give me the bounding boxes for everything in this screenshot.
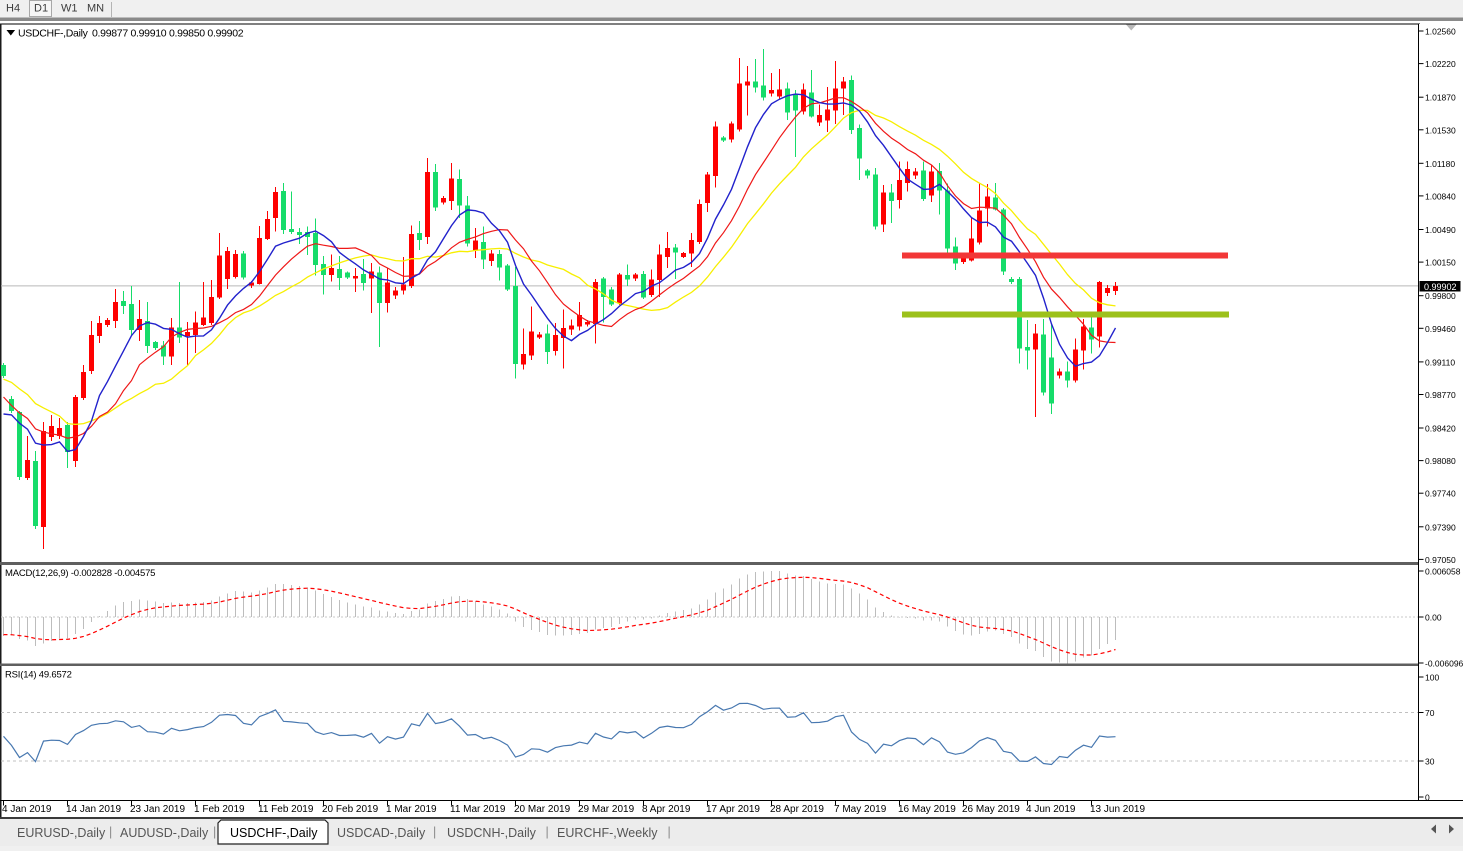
- svg-text:1.00490: 1.00490: [1425, 225, 1456, 235]
- svg-text:20 Feb 2019: 20 Feb 2019: [322, 804, 379, 815]
- svg-text:EURCHF-,Weekly: EURCHF-,Weekly: [557, 826, 658, 840]
- svg-text:20 Mar 2019: 20 Mar 2019: [514, 804, 571, 815]
- svg-text:USDCHF-,Daily: USDCHF-,Daily: [18, 28, 89, 40]
- svg-text:0.99902: 0.99902: [1424, 282, 1457, 292]
- svg-text:13 Jun 2019: 13 Jun 2019: [1090, 804, 1145, 815]
- svg-text:1.01870: 1.01870: [1425, 93, 1456, 103]
- svg-text:USDCNH-,Daily: USDCNH-,Daily: [447, 826, 537, 840]
- svg-text:14 Jan 2019: 14 Jan 2019: [66, 804, 121, 815]
- svg-text:|: |: [433, 825, 436, 839]
- svg-text:|: |: [109, 825, 112, 839]
- svg-text:-0.006096: -0.006096: [1425, 659, 1463, 669]
- svg-text:0.99877 0.99910 0.99850 0.9990: 0.99877 0.99910 0.99850 0.99902: [92, 28, 244, 40]
- svg-text:EURUSD-,Daily: EURUSD-,Daily: [17, 826, 106, 840]
- svg-text:16 May 2019: 16 May 2019: [898, 804, 956, 815]
- svg-text:0.97740: 0.97740: [1425, 489, 1456, 499]
- svg-text:|: |: [213, 825, 216, 839]
- svg-text:0.97390: 0.97390: [1425, 522, 1456, 532]
- svg-text:1.01530: 1.01530: [1425, 125, 1456, 135]
- svg-text:1.00150: 1.00150: [1425, 258, 1456, 268]
- svg-text:26 May 2019: 26 May 2019: [962, 804, 1020, 815]
- svg-text:0.99460: 0.99460: [1425, 324, 1456, 334]
- svg-text:1.01180: 1.01180: [1425, 159, 1455, 169]
- svg-text:|: |: [668, 825, 671, 839]
- svg-text:MACD(12,26,9) -0.002828 -0.004: MACD(12,26,9) -0.002828 -0.004575: [5, 568, 155, 579]
- svg-text:0.99800: 0.99800: [1425, 291, 1456, 301]
- svg-text:1 Mar 2019: 1 Mar 2019: [386, 804, 437, 815]
- svg-text:0.98770: 0.98770: [1425, 390, 1456, 400]
- svg-text:RSI(14) 49.6572: RSI(14) 49.6572: [5, 670, 72, 681]
- svg-text:0.98420: 0.98420: [1425, 424, 1456, 434]
- svg-text:0.97050: 0.97050: [1425, 555, 1456, 565]
- svg-text:H4: H4: [6, 3, 20, 15]
- svg-text:USDCAD-,Daily: USDCAD-,Daily: [337, 826, 426, 840]
- svg-text:7 May 2019: 7 May 2019: [834, 804, 887, 815]
- svg-text:23 Jan 2019: 23 Jan 2019: [130, 804, 185, 815]
- svg-text:AUDUSD-,Daily: AUDUSD-,Daily: [120, 826, 209, 840]
- svg-text:11 Mar 2019: 11 Mar 2019: [450, 804, 506, 815]
- svg-text:0.99110: 0.99110: [1425, 357, 1455, 367]
- svg-text:0.006058: 0.006058: [1425, 567, 1461, 577]
- svg-text:0.00: 0.00: [1425, 613, 1442, 623]
- svg-text:MN: MN: [87, 3, 104, 15]
- svg-text:100: 100: [1425, 673, 1439, 683]
- svg-text:11 Feb 2019: 11 Feb 2019: [258, 804, 314, 815]
- svg-text:1.02560: 1.02560: [1425, 27, 1456, 37]
- svg-text:W1: W1: [61, 3, 78, 15]
- svg-text:1.00840: 1.00840: [1425, 191, 1456, 201]
- svg-text:28 Apr 2019: 28 Apr 2019: [770, 804, 824, 815]
- svg-text:8 Apr 2019: 8 Apr 2019: [642, 804, 691, 815]
- svg-text:|: |: [546, 825, 549, 839]
- svg-text:70: 70: [1425, 708, 1435, 718]
- svg-text:30: 30: [1425, 757, 1435, 767]
- svg-text:1 Feb 2019: 1 Feb 2019: [194, 804, 245, 815]
- svg-text:17 Apr 2019: 17 Apr 2019: [706, 804, 760, 815]
- svg-text:4 Jan 2019: 4 Jan 2019: [2, 804, 52, 815]
- svg-text:D1: D1: [34, 3, 48, 15]
- svg-text:0.98080: 0.98080: [1425, 456, 1456, 466]
- svg-text:4 Jun 2019: 4 Jun 2019: [1026, 804, 1076, 815]
- svg-text:0: 0: [1425, 793, 1430, 803]
- svg-text:USDCHF-,Daily: USDCHF-,Daily: [230, 826, 318, 840]
- svg-text:29 Mar 2019: 29 Mar 2019: [578, 804, 635, 815]
- svg-text:1.02220: 1.02220: [1425, 59, 1456, 69]
